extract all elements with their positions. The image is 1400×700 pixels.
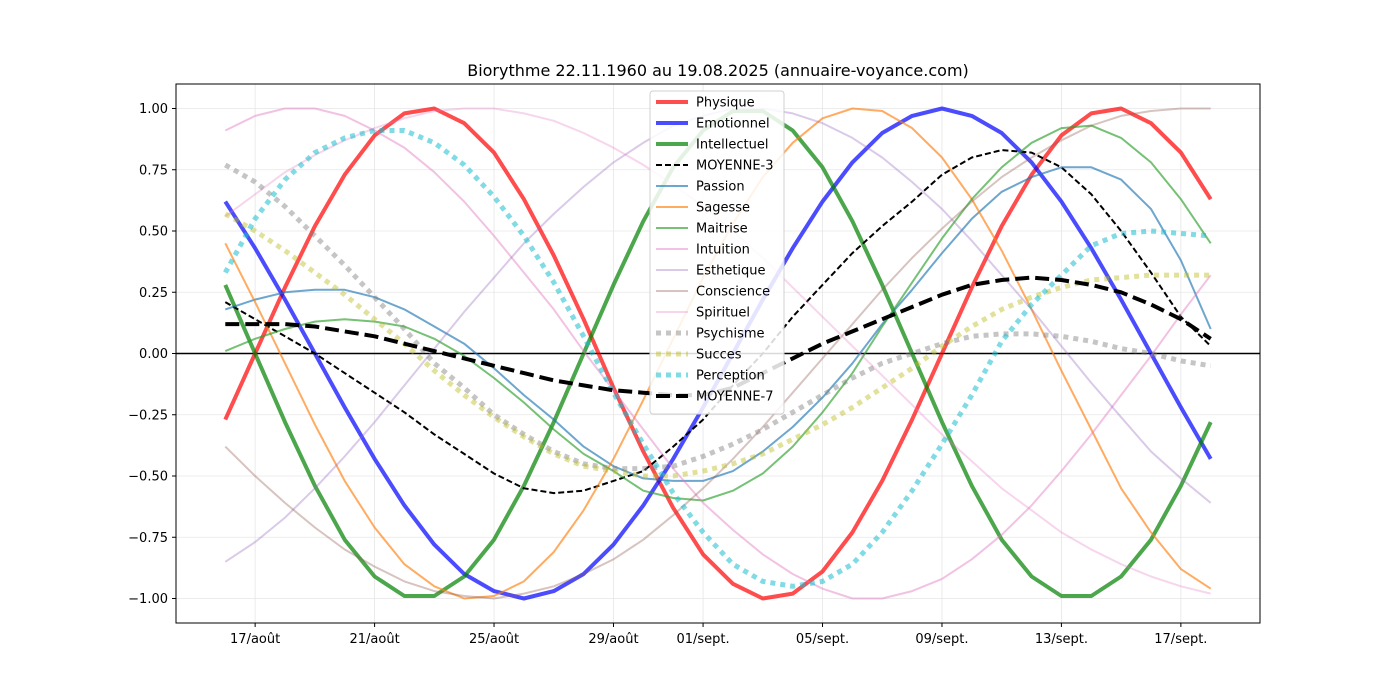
y-tick-label: 0.25 xyxy=(139,286,168,301)
x-tick-label: 21/août xyxy=(349,632,399,647)
series-line-conscience xyxy=(224,107,1211,600)
legend-label: Intellectuel xyxy=(696,138,768,153)
legend-label: Intuition xyxy=(696,243,750,258)
y-tick-label: 1.00 xyxy=(139,102,168,117)
y-tick-label: −0.75 xyxy=(128,531,168,546)
legend-label: Emotionnel xyxy=(696,117,770,132)
x-tick-label: 17/août xyxy=(230,632,280,647)
x-tick-label: 29/août xyxy=(588,632,638,647)
series-line-psychisme xyxy=(224,162,1212,472)
legend-label: Spirituel xyxy=(696,306,750,321)
legend-label: Maitrise xyxy=(696,222,748,237)
legend-label: MOYENNE-7 xyxy=(696,390,774,405)
y-tick-label: 0.00 xyxy=(139,347,168,362)
legend-label: Sagesse xyxy=(696,201,750,216)
legend-label: Psychisme xyxy=(696,327,765,342)
legend-label: Succes xyxy=(696,348,742,363)
series-line-physique xyxy=(223,106,1213,601)
legend-label: MOYENNE-3 xyxy=(696,159,774,174)
x-tick-label: 09/sept. xyxy=(915,632,968,647)
legend-label: Perception xyxy=(696,369,765,384)
series-line-perception xyxy=(223,128,1211,589)
series-line-maitrise xyxy=(224,124,1212,502)
series-line-passion xyxy=(224,166,1212,482)
legend-box xyxy=(649,90,785,415)
legend-label: Physique xyxy=(696,96,755,111)
legend-label: Conscience xyxy=(696,285,770,300)
legend-label: Passion xyxy=(696,180,745,195)
axis-layer: 17/août 21/août 25/août 29/août 01/sept. 05/s… xyxy=(128,102,1207,647)
x-tick-label: 05/sept. xyxy=(796,632,849,647)
series-line-intuition xyxy=(224,107,1212,600)
x-tick-label: 01/sept. xyxy=(676,632,729,647)
legend-label: Esthetique xyxy=(696,264,766,279)
x-tick-label: 17/sept. xyxy=(1154,632,1207,647)
y-tick-label: −0.25 xyxy=(128,408,168,423)
y-tick-label: −0.50 xyxy=(128,470,168,485)
y-tick-label: 0.75 xyxy=(139,163,168,178)
legend: Physique Emotionnel Intellectuel MOYENNE-3 P… xyxy=(649,90,785,415)
chart-title: Biorythme 22.11.1960 au 19.08.2025 (annu… xyxy=(467,61,969,80)
y-tick-label: 0.50 xyxy=(139,225,168,240)
x-tick-label: 13/sept. xyxy=(1035,632,1088,647)
y-tick-label: −1.00 xyxy=(128,592,168,607)
x-tick-label: 25/août xyxy=(469,632,519,647)
